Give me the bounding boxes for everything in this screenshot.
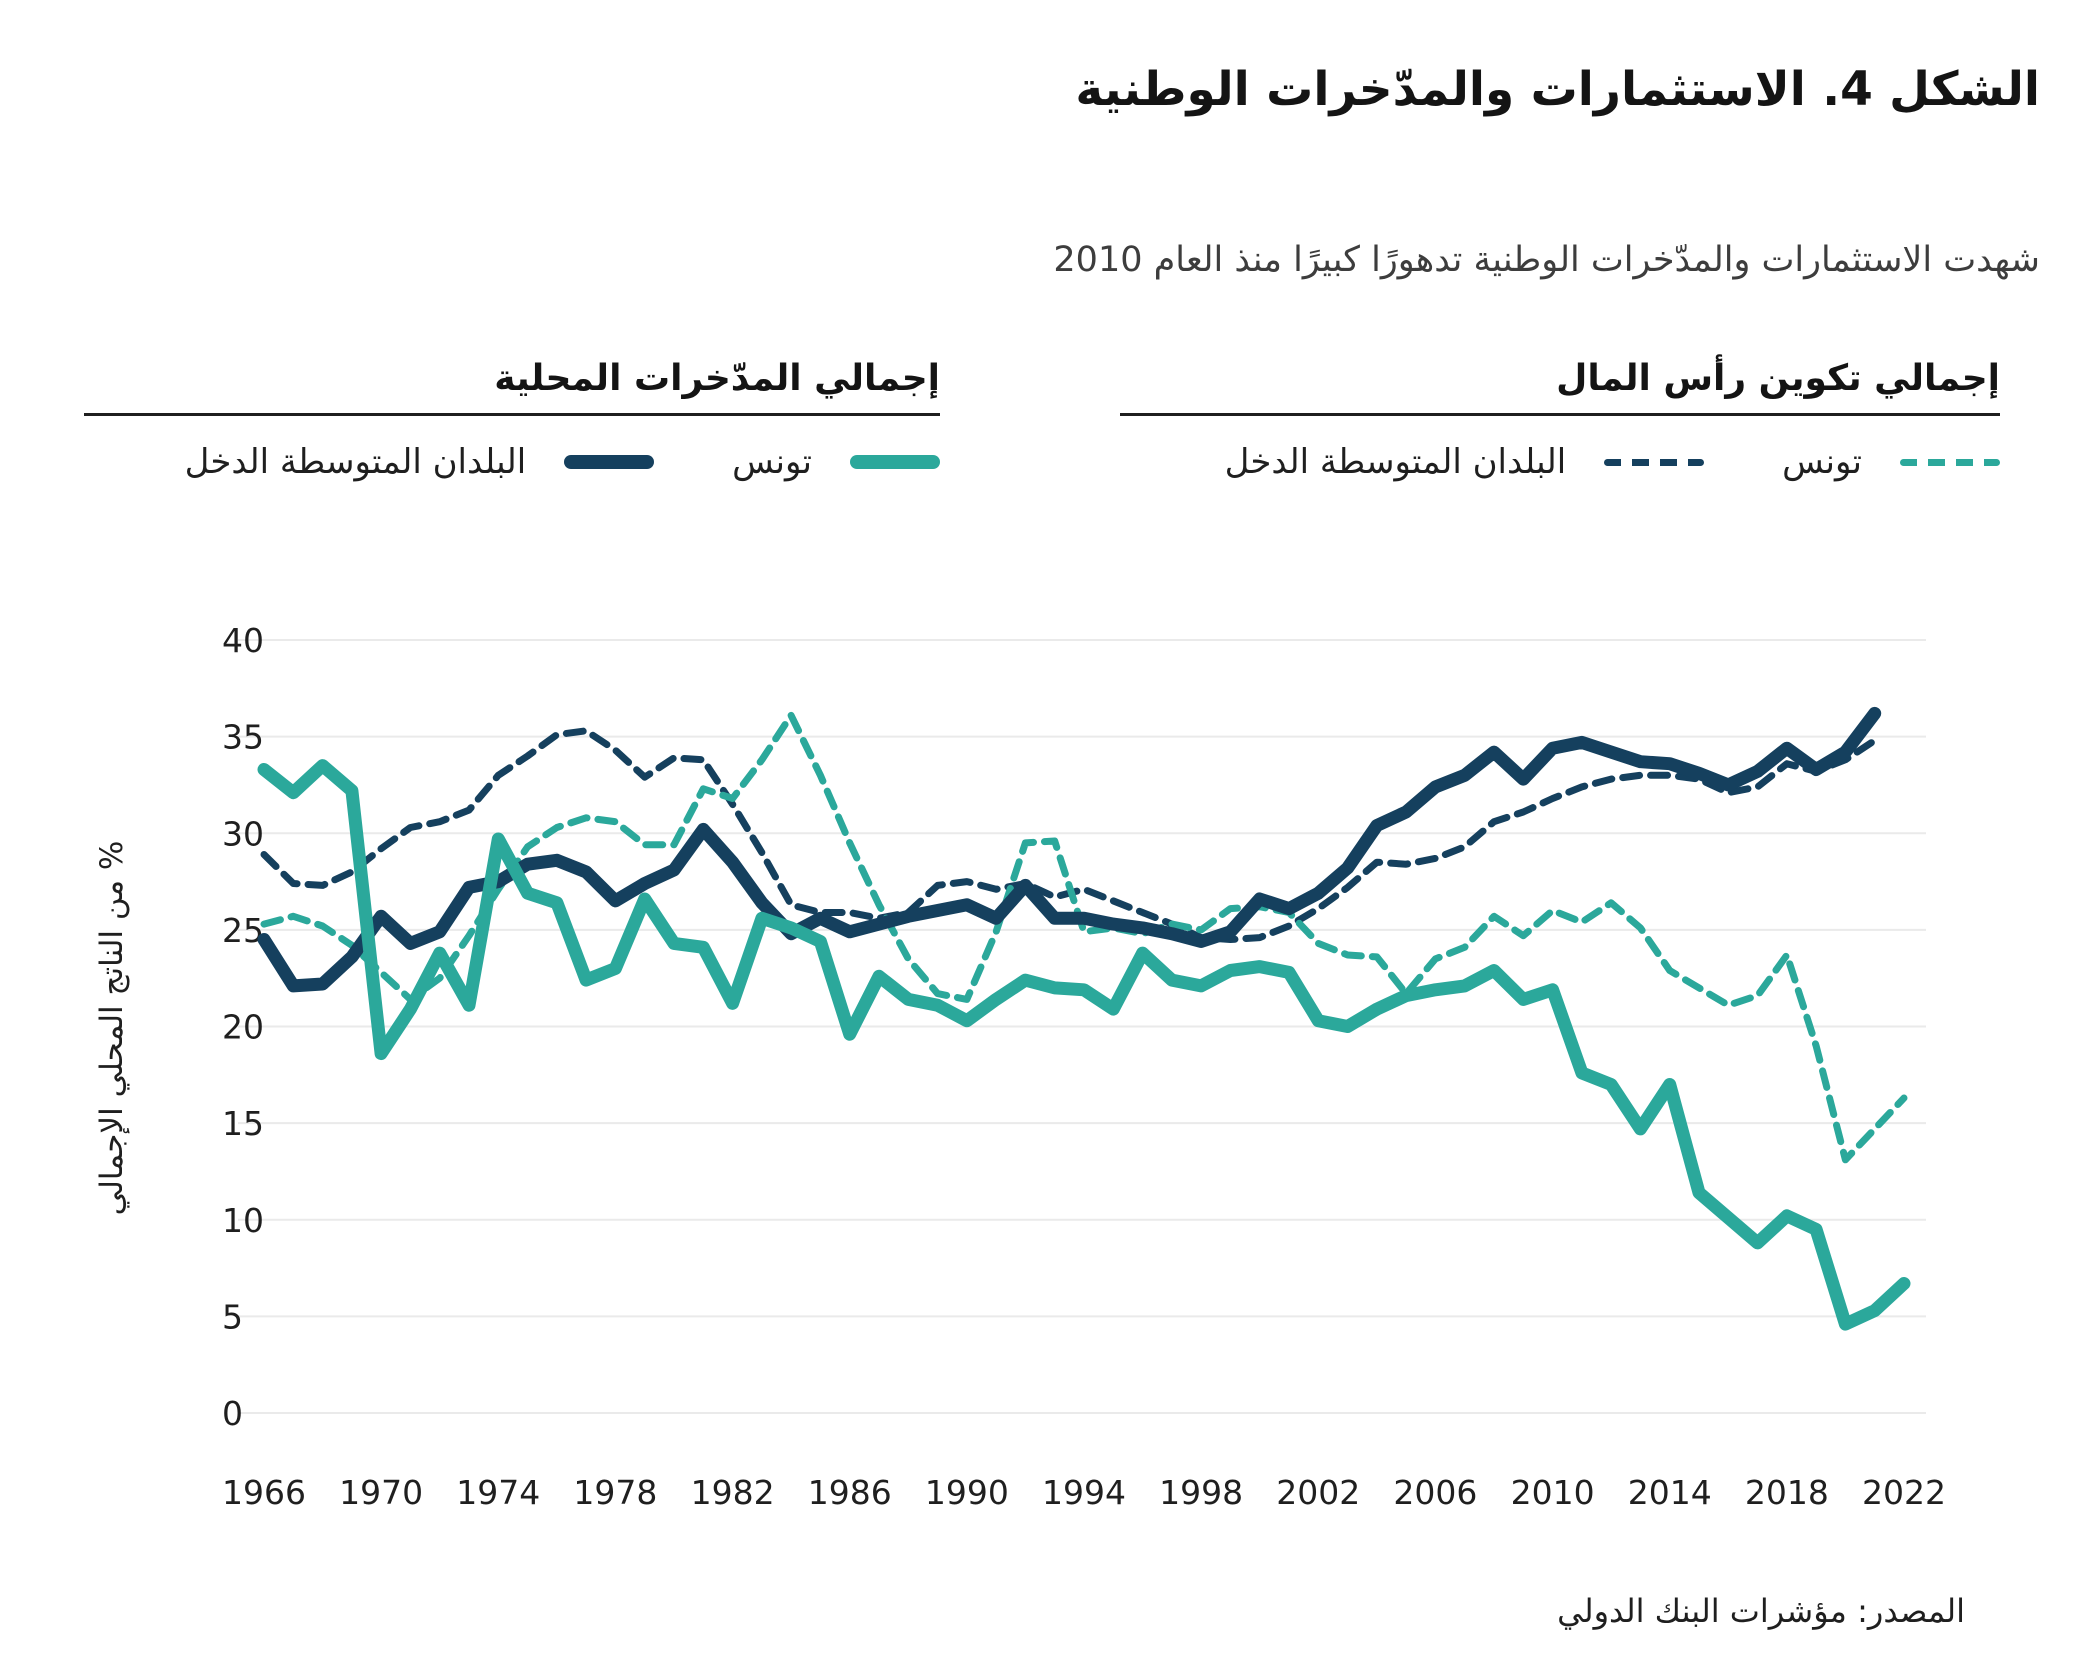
x-tick-label-2006: 2006 [1393, 1473, 1477, 1512]
y-tick-label-35: 35 [222, 718, 264, 757]
y-axis-label: % من الناتج المحلي الإجمالي [94, 840, 130, 1216]
legend-group-capital-formation: إجمالي تكوين رأس المال تونس البلدان المتو… [1120, 358, 2000, 482]
legend-swatch-solid-navy [564, 455, 655, 469]
legend-swatch-dashed-navy [1604, 458, 1705, 466]
y-tick-label-30: 30 [222, 814, 264, 853]
x-tick-label-1974: 1974 [456, 1473, 540, 1512]
legend-items-capital-formation: تونس البلدان المتوسطة الدخل [1120, 442, 2000, 482]
legend-item: تونس [1782, 442, 2000, 482]
x-tick-label-1978: 1978 [573, 1473, 657, 1512]
x-tick-label-1970: 1970 [339, 1473, 423, 1512]
x-tick-label-1998: 1998 [1159, 1473, 1243, 1512]
legend-swatch-dashed-teal [1900, 458, 2000, 466]
legend-swatch-solid-teal [850, 455, 940, 469]
x-tick-label-1990: 1990 [925, 1473, 1009, 1512]
y-tick-label-40: 40 [222, 621, 264, 660]
legend-item: تونس [732, 442, 940, 482]
legend-item: البلدان المتوسطة الدخل [1225, 442, 1705, 482]
legend-rule [1120, 413, 2000, 416]
figure-title: الشكل 4. الاستثمارات والمدّخرات الوطنية [1075, 62, 2040, 117]
legend-item-label: تونس [1782, 442, 1862, 482]
x-tick-label-1966: 1966 [222, 1473, 306, 1512]
x-tick-label-1982: 1982 [691, 1473, 775, 1512]
source-note: المصدر: مؤشرات البنك الدولي [1557, 1592, 1965, 1630]
y-tick-label-20: 20 [222, 1008, 264, 1047]
x-tick-label-2018: 2018 [1745, 1473, 1829, 1512]
x-tick-label-2010: 2010 [1511, 1473, 1595, 1512]
x-tick-label-2014: 2014 [1628, 1473, 1712, 1512]
legend-item-label: تونس [732, 442, 812, 482]
series-line-gds-middle-income [257, 706, 1882, 993]
x-tick-label-1986: 1986 [808, 1473, 892, 1512]
x-tick-label-2002: 2002 [1276, 1473, 1360, 1512]
y-tick-label-10: 10 [222, 1201, 264, 1240]
legend-rule [84, 413, 940, 416]
series-line-gds-tunisia [257, 759, 1911, 1331]
series-line-gcf-tunisia [260, 711, 1908, 1164]
legend-group-domestic-savings-title: إجمالي المدّخرات المحلية [494, 358, 940, 399]
legend-item: البلدان المتوسطة الدخل [185, 442, 655, 482]
y-tick-label-0: 0 [222, 1394, 243, 1433]
x-tick-label-2022: 2022 [1862, 1473, 1946, 1512]
y-tick-label-5: 5 [222, 1297, 243, 1336]
legend-item-label: البلدان المتوسطة الدخل [184, 442, 527, 482]
legend-item-label: البلدان المتوسطة الدخل [1224, 442, 1567, 482]
legend-items-domestic-savings: تونس البلدان المتوسطة الدخل [84, 442, 940, 482]
x-tick-label-1994: 1994 [1042, 1473, 1126, 1512]
figure-subtitle: شهدت الاستثمارات والمدّخرات الوطنية تدهو… [1053, 240, 2040, 280]
y-tick-label-15: 15 [222, 1104, 264, 1143]
legend-group-capital-formation-title: إجمالي تكوين رأس المال [1556, 358, 2000, 399]
y-tick-label-25: 25 [222, 911, 264, 950]
legend-group-domestic-savings: إجمالي المدّخرات المحلية تونس البلدان الم… [84, 358, 940, 482]
